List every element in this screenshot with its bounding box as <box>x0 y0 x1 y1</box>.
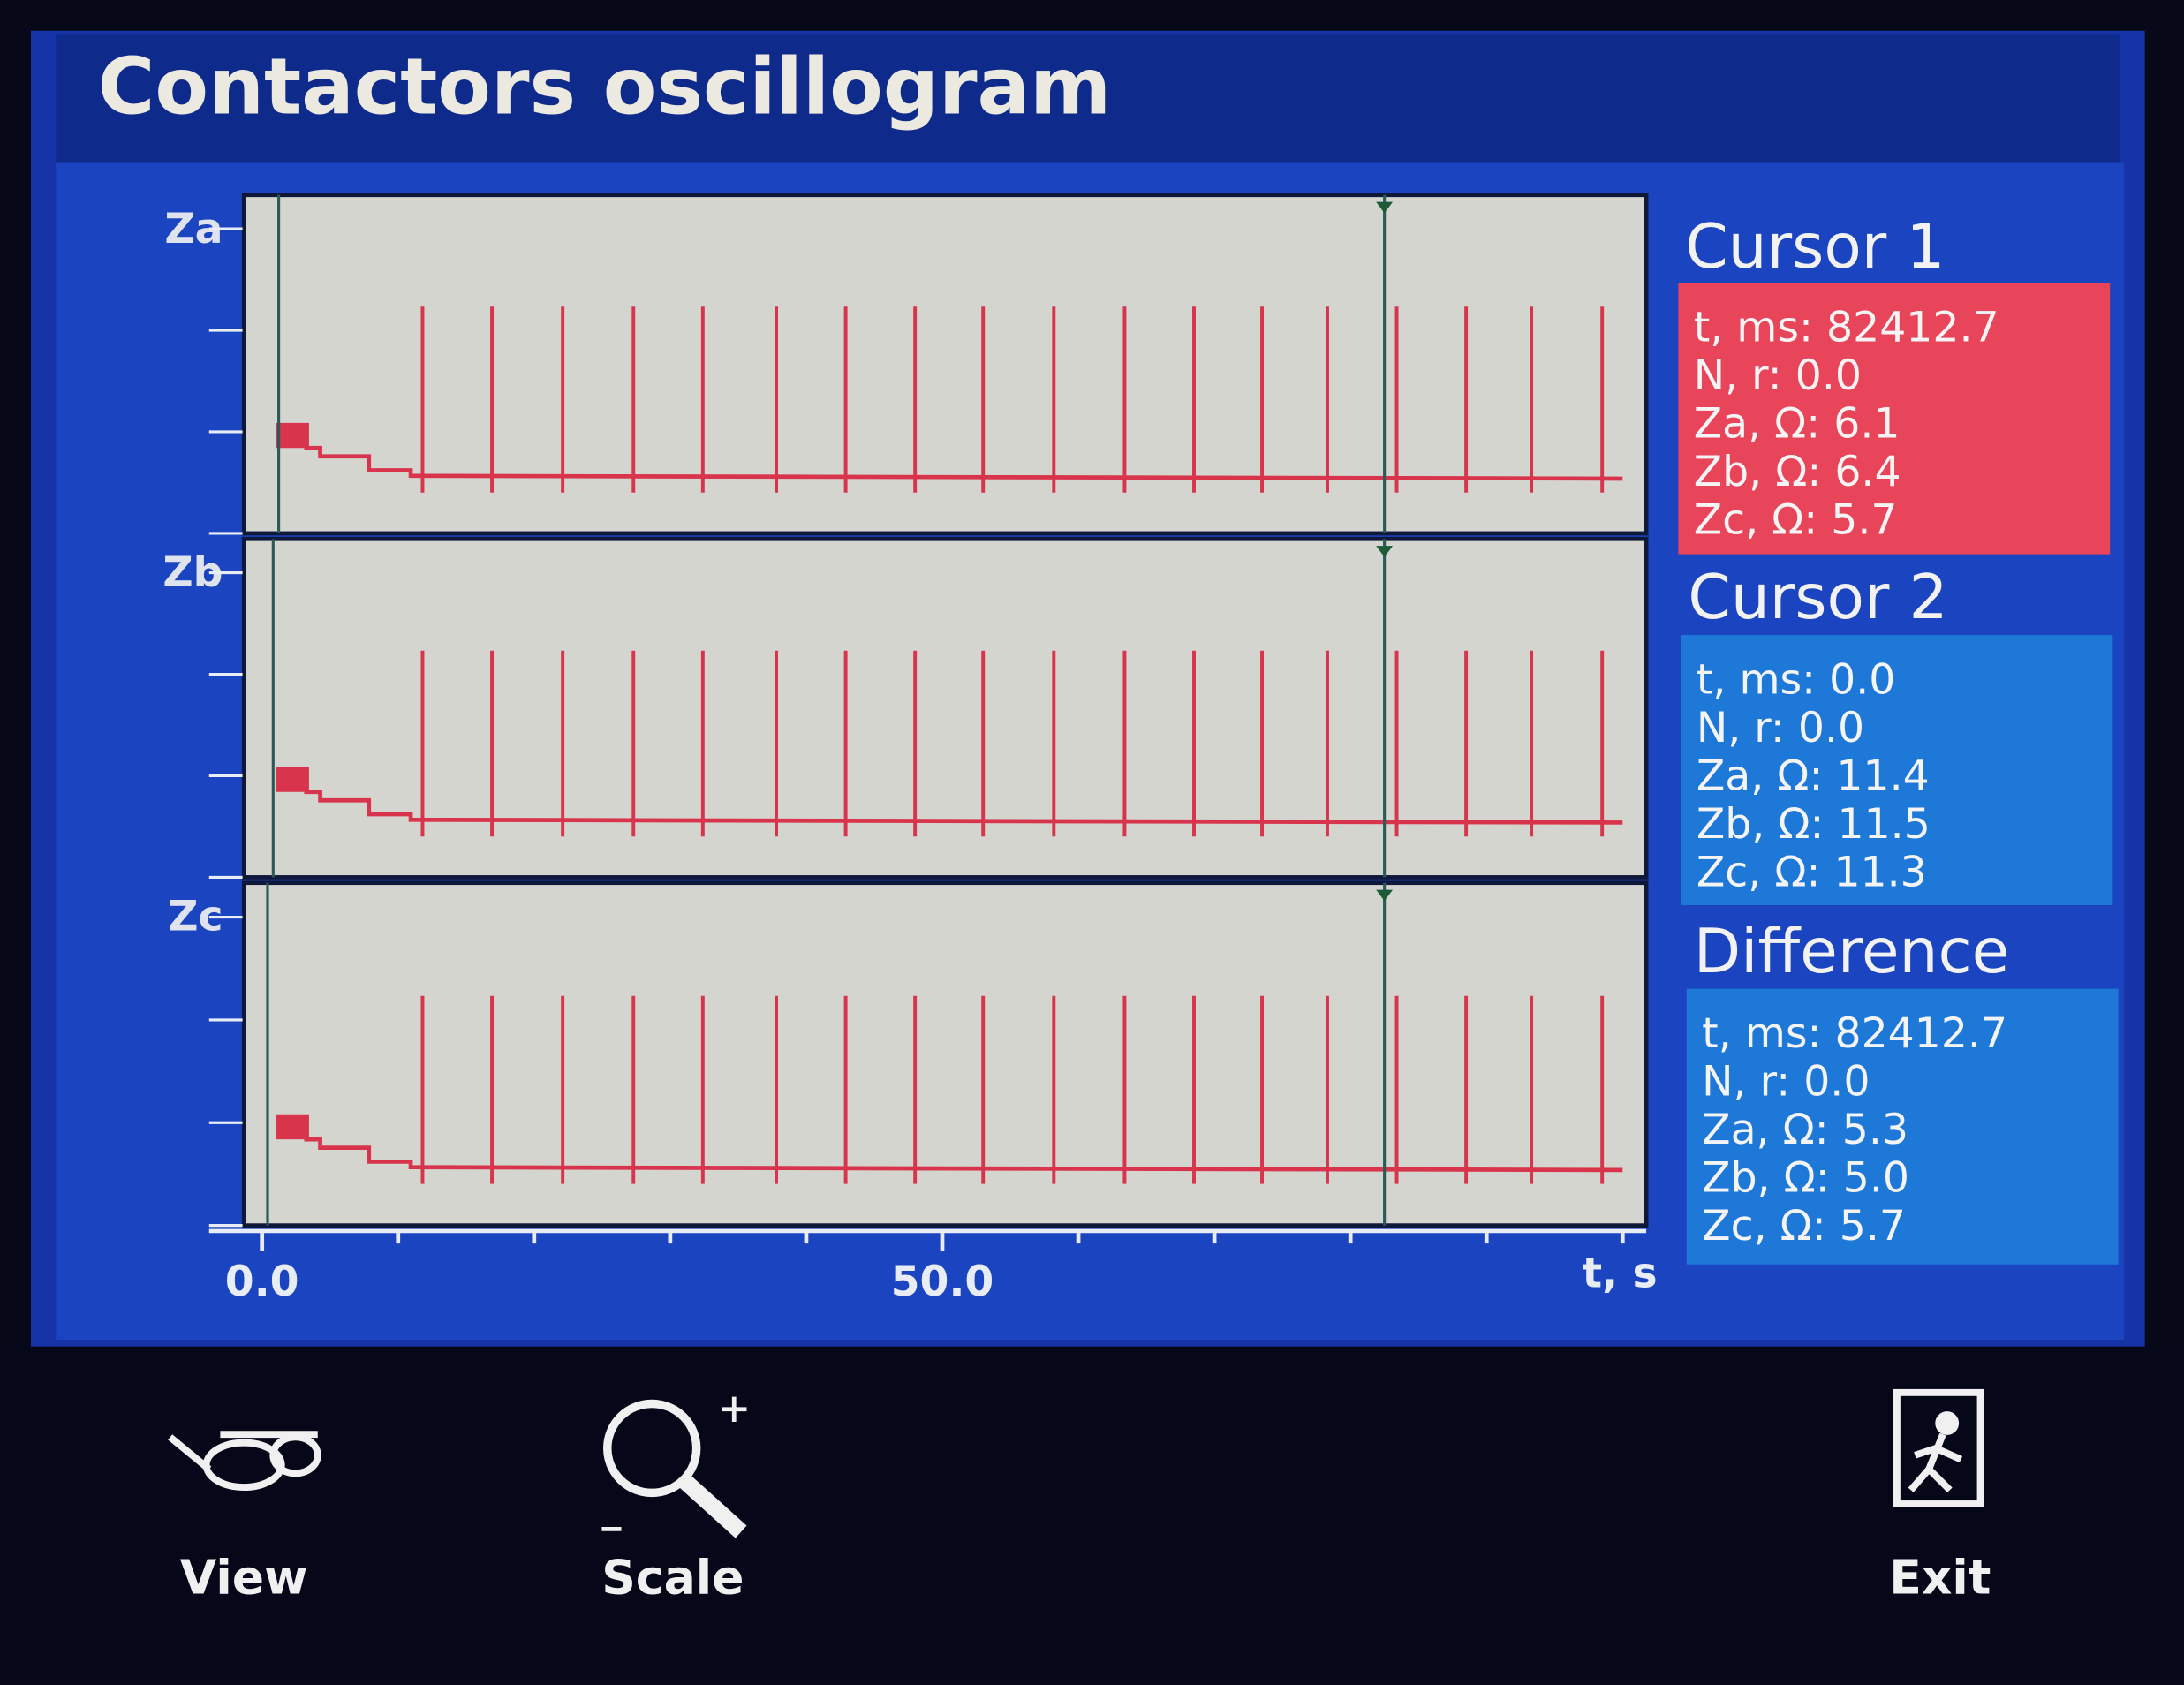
row-label: Zc, Ω: <box>1697 848 1821 896</box>
toolbar <box>0 1346 2184 1685</box>
x-tick-label: 50.0 <box>891 1258 994 1306</box>
panel-title: Difference <box>1694 917 2010 987</box>
title: Contactors oscillogram <box>98 41 1112 132</box>
plot-area <box>241 536 1649 880</box>
panel-row: Za, Ω: 5.3 <box>1702 1106 1908 1154</box>
x-axis-label: t, s <box>1583 1249 1658 1297</box>
row-label: N, r: <box>1702 1058 1790 1107</box>
panel-box <box>1681 635 2113 905</box>
row-value: 0.0 <box>1798 704 1864 752</box>
exit-icon <box>1893 1388 1984 1507</box>
row-label: N, r: <box>1694 351 1782 400</box>
row-value: 0.0 <box>1803 1058 1870 1107</box>
cursor-1-marker <box>1376 546 1394 557</box>
panel-row: t, ms: 0.0 <box>1697 656 1896 705</box>
panel-row: Zc, Ω: 5.7 <box>1694 495 1898 544</box>
row-value: 5.3 <box>1842 1106 1908 1154</box>
row-label: t, ms: <box>1697 656 1816 705</box>
trace-block <box>276 767 309 792</box>
view-icon <box>168 1431 321 1492</box>
row-label: N, r: <box>1697 704 1785 752</box>
row-value: 6.4 <box>1834 448 1901 496</box>
row-value: 11.3 <box>1833 848 1926 896</box>
row-value: 0.0 <box>1829 656 1895 705</box>
row-label: t, ms: <box>1702 1009 1821 1058</box>
panel-row: Zc, Ω: 11.3 <box>1697 848 1927 896</box>
cursor-1-marker <box>1376 201 1394 214</box>
title-bar <box>56 34 2120 163</box>
row-label: Zc, Ω: <box>1694 495 1818 544</box>
toolbar-button[interactable]: View <box>180 1549 308 1605</box>
panel-row: Zc, Ω: 5.7 <box>1702 1202 1906 1251</box>
panel-row: t, ms: 82412.7 <box>1702 1009 2007 1058</box>
panel-title: Cursor 1 <box>1685 212 1945 283</box>
panel-row: Zb, Ω: 11.5 <box>1697 800 1931 849</box>
toolbar-button[interactable]: Scale <box>601 1549 744 1605</box>
row-value: 6.1 <box>1833 400 1900 449</box>
panel-row: N, r: 0.0 <box>1694 351 1862 400</box>
panel-box <box>1678 283 2111 555</box>
row-value: 5.7 <box>1840 1202 1906 1251</box>
trace-block <box>276 1114 309 1140</box>
panel-row: Za, Ω: 6.1 <box>1694 400 1901 449</box>
scale-icon <box>601 1396 747 1538</box>
panel-box <box>1686 988 2119 1265</box>
panel-row: N, r: 0.0 <box>1702 1058 1870 1107</box>
row-label: Zc, Ω: <box>1702 1202 1826 1251</box>
row-label: Zb, Ω: <box>1702 1153 1830 1202</box>
row-label: Zb, Ω: <box>1697 800 1825 849</box>
x-tick-label: 0.0 <box>225 1258 299 1306</box>
plot-area <box>241 880 1649 1228</box>
row-value: 5.7 <box>1831 495 1897 544</box>
toolbar-button[interactable]: Exit <box>1889 1549 1991 1605</box>
panel-row: N, r: 0.0 <box>1697 704 1864 752</box>
row-label: Za, Ω: <box>1694 400 1821 449</box>
row-value: 5.0 <box>1843 1153 1909 1202</box>
row-label: Zb, Ω: <box>1694 448 1822 496</box>
plot-area <box>241 193 1649 536</box>
trace-block <box>276 422 309 449</box>
panel-title: Cursor 2 <box>1688 563 1947 633</box>
panel-row: Za, Ω: 11.4 <box>1697 752 1930 800</box>
row-value: 11.5 <box>1837 800 1930 849</box>
row-value: 82412.7 <box>1834 1009 2007 1058</box>
cursor-1-marker <box>1376 889 1394 902</box>
row-label: Za, Ω: <box>1702 1106 1829 1154</box>
panel-row: t, ms: 82412.7 <box>1694 304 1999 352</box>
row-value: 82412.7 <box>1826 304 1999 352</box>
row-label: Za, Ω: <box>1697 752 1824 800</box>
panel-row: Zb, Ω: 6.4 <box>1694 448 1901 496</box>
row-value: 11.4 <box>1836 752 1929 800</box>
row-value: 0.0 <box>1795 351 1862 400</box>
row-label: t, ms: <box>1694 304 1813 352</box>
panel-row: Zb, Ω: 5.0 <box>1702 1153 1909 1202</box>
